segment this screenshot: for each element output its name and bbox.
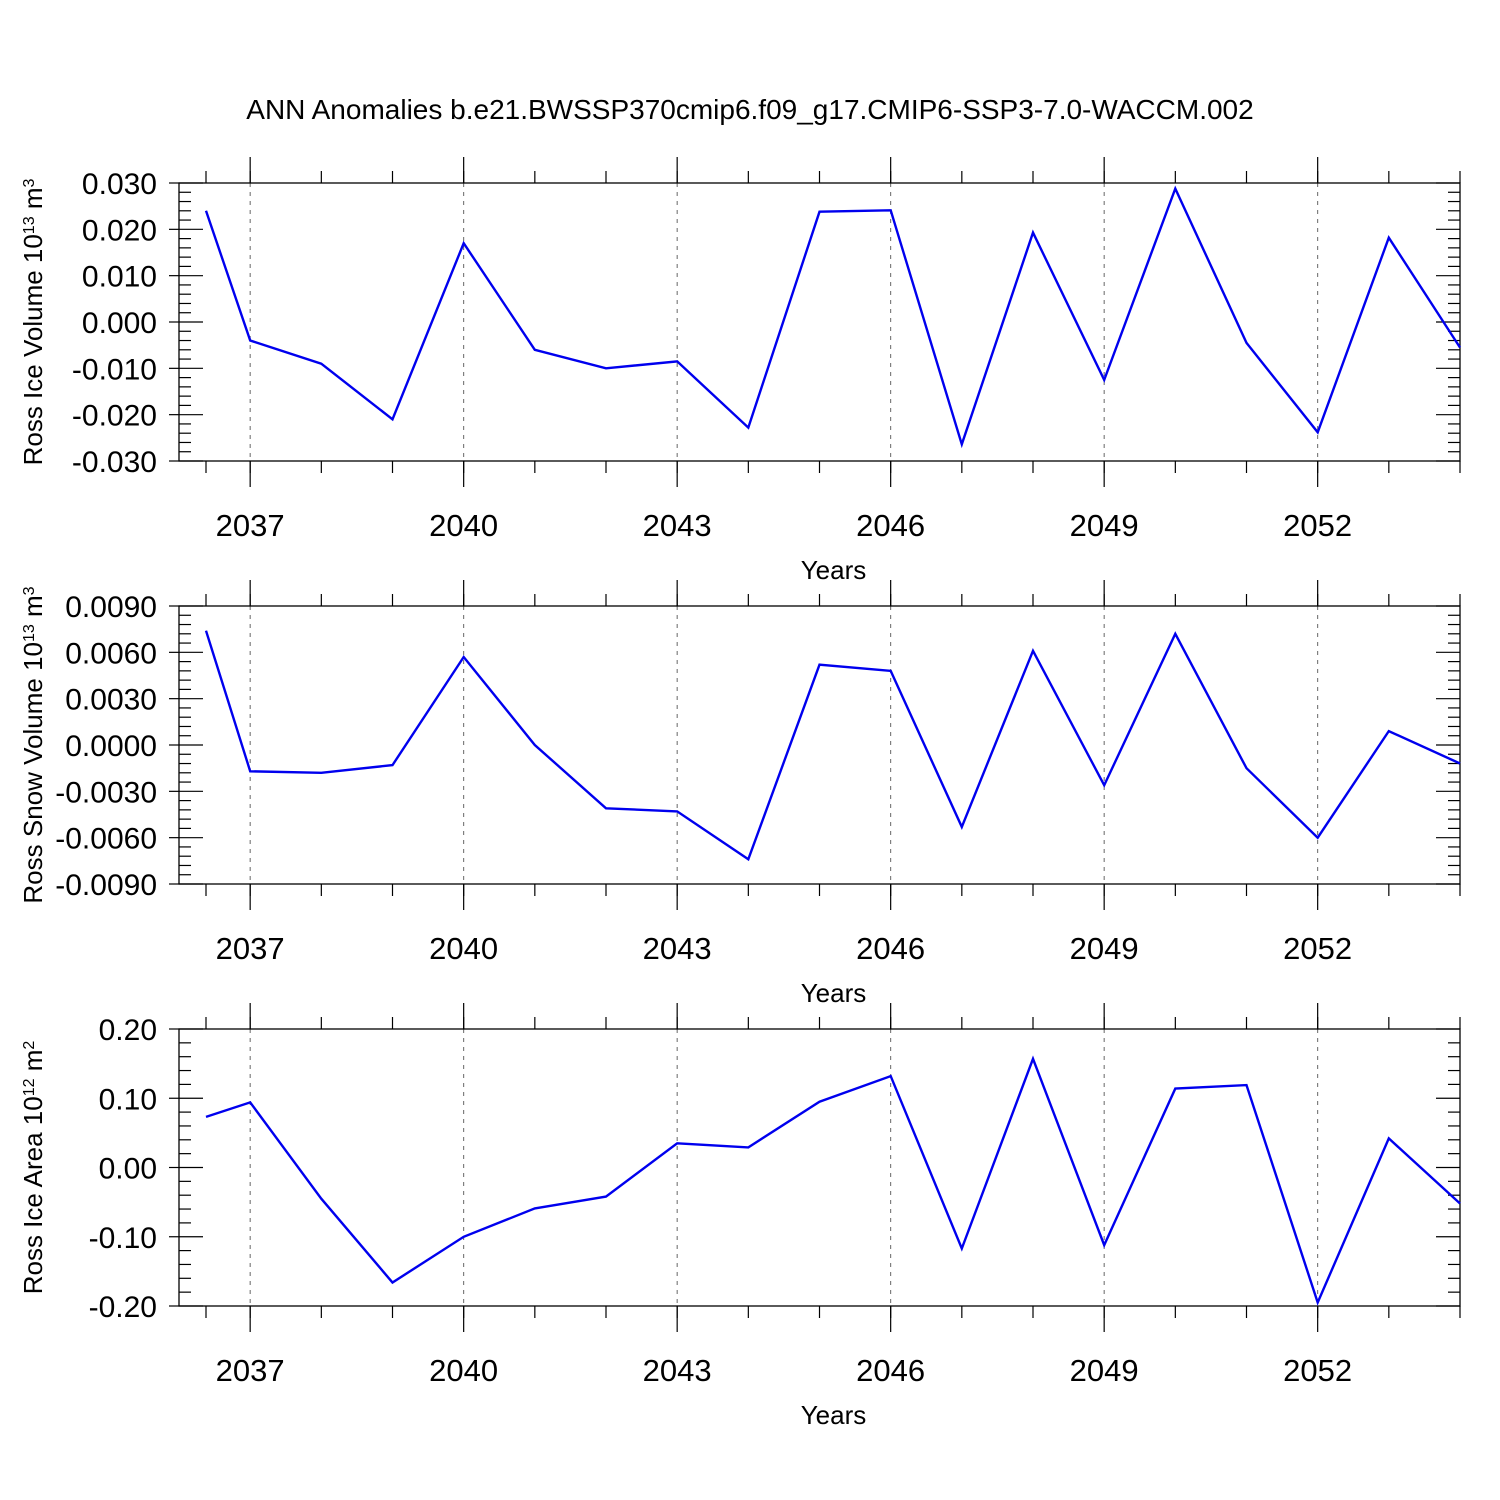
xtick-label-2037: 2037: [216, 1353, 285, 1388]
plot-frame: [178, 605, 1461, 885]
xtick-label-2043: 2043: [643, 508, 712, 543]
ytick-label: -0.010: [72, 353, 157, 386]
ytick-label: 0.0000: [65, 730, 157, 763]
y-axis-title: Ross Snow Volume 1013 m3: [18, 586, 48, 903]
xtick-label-2046: 2046: [856, 508, 925, 543]
plot-frame: [178, 1028, 1461, 1307]
y-axis-title: Ross Ice Area 1012 m2: [18, 1041, 48, 1295]
xtick-label-2040: 2040: [429, 508, 498, 543]
ytick-label: 0.0030: [65, 684, 157, 717]
ytick-label: -0.0090: [55, 869, 157, 902]
ytick-label: -0.030: [72, 446, 157, 479]
ytick-label: 0.030: [82, 168, 157, 201]
figure-title: ANN Anomalies b.e21.BWSSP370cmip6.f09_g1…: [246, 94, 1253, 125]
series-line-1: [204, 630, 1461, 862]
y-axis-title: Ross Ice Volume 1013 m3: [18, 178, 48, 465]
series-line-1: [204, 185, 1462, 449]
xtick-label-2049: 2049: [1070, 508, 1139, 543]
xtick-label-2040: 2040: [429, 1353, 498, 1388]
panel-1: -0.030 -0.020 -0.010 0.000 0.010 0.020 0.030 20…: [18, 157, 1462, 585]
ytick-label: 0.0060: [65, 637, 157, 670]
ytick-label: 0.00: [99, 1153, 157, 1186]
xtick-label-2046: 2046: [856, 931, 925, 966]
xtick-label-2046: 2046: [856, 1353, 925, 1388]
ytick-label: 0.000: [82, 307, 157, 340]
ytick-label: -0.10: [89, 1222, 157, 1255]
ytick-label: 0.10: [99, 1083, 157, 1116]
xtick-label-2049: 2049: [1070, 1353, 1139, 1388]
xtick-label-2037: 2037: [216, 508, 285, 543]
ytick-label: 0.20: [99, 1014, 157, 1047]
ytick-label: -0.20: [89, 1291, 157, 1324]
x-axis-title: Years: [801, 555, 867, 585]
x-axis-title: Years: [801, 1400, 867, 1430]
xtick-label-2049: 2049: [1070, 931, 1139, 966]
xtick-label-2037: 2037: [216, 931, 285, 966]
x-axis-title: Years: [801, 978, 867, 1008]
panels: -0.030 -0.020 -0.010 0.000 0.010 0.020 0.030 20…: [18, 157, 1462, 1430]
xtick-label-2052: 2052: [1283, 508, 1352, 543]
plot-frame: [178, 182, 1461, 462]
ytick-label: -0.0030: [55, 776, 157, 809]
xtick-label-2040: 2040: [429, 931, 498, 966]
ytick-label: -0.0060: [55, 823, 157, 856]
xtick-label-2043: 2043: [643, 931, 712, 966]
xtick-label-2052: 2052: [1283, 1353, 1352, 1388]
ytick-label: 0.010: [82, 261, 157, 294]
ytick-label: -0.020: [72, 400, 157, 433]
xtick-label-2052: 2052: [1283, 931, 1352, 966]
series-line-1: [205, 1055, 1461, 1306]
ytick-label: 0.020: [82, 214, 157, 247]
ytick-label: 0.0090: [65, 591, 157, 624]
panel-3: -0.20 -0.10 0.00 0.10 0.20 2037 2040 2043 2046 20…: [18, 1003, 1461, 1430]
panel-2: -0.0090 -0.0060 -0.0030 0.0000 0.0030 0.0060 0…: [18, 580, 1461, 1008]
xtick-label-2043: 2043: [643, 1353, 712, 1388]
